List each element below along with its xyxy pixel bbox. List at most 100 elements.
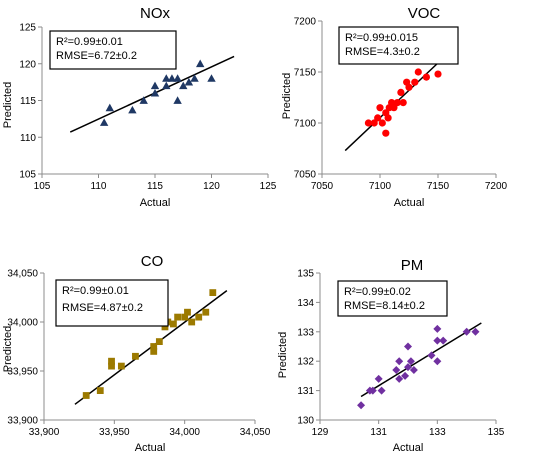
nox-y-tick-label: 110: [20, 133, 36, 144]
nox-xlabel: Actual: [140, 197, 171, 209]
co-stats-box: [55, 279, 169, 327]
pm-stats-box: [337, 280, 448, 317]
pm-y-tick-label: 135: [297, 269, 314, 280]
voc-point: [397, 88, 405, 96]
pm-title: PM: [401, 257, 424, 274]
voc-point: [364, 119, 372, 127]
co-xlabel: Actual: [135, 442, 166, 454]
pm-x-tick-label: 135: [488, 427, 505, 438]
co-x-tick-label: 34,000: [169, 427, 200, 438]
pm-y-tick-label: 133: [297, 327, 314, 338]
co-point: [108, 357, 115, 365]
co-point: [155, 338, 163, 345]
voc-x-tick-label: 7150: [427, 181, 450, 192]
pm-point: [374, 374, 383, 383]
co-y-tick-label: 34,050: [7, 269, 38, 280]
nox-stats-line: R²=0.99±0.01: [56, 36, 123, 48]
pm-stats-line: RMSE=8.14±0.2: [344, 300, 425, 312]
pm-point: [395, 374, 404, 383]
voc-x-tick-label: 7200: [485, 181, 508, 192]
pm-ylabel: Predicted: [277, 332, 289, 378]
nox-point: [167, 74, 177, 82]
pm-y-tick-label: 132: [297, 357, 314, 368]
nox-x-tick-label: 120: [203, 181, 220, 192]
voc-xlabel: Actual: [394, 197, 425, 209]
pm-point: [404, 342, 412, 351]
pm-point: [427, 351, 436, 360]
co-point: [117, 362, 125, 370]
voc-y-tick-label: 7200: [294, 17, 317, 28]
pm-point: [392, 366, 401, 375]
co-point: [150, 348, 158, 355]
nox-point: [207, 74, 216, 82]
co-point: [209, 289, 217, 296]
co-x-tick-label: 33,900: [29, 427, 60, 438]
co-stats-line: RMSE=4.87±0.2: [62, 302, 143, 314]
nox-point: [173, 74, 182, 82]
voc-point: [422, 73, 430, 81]
nox-ylabel: Predicted: [2, 82, 14, 128]
voc-y-tick-label: 7050: [294, 170, 317, 181]
voc-panel: VOC Actual Predicted 7050 7100 7150 7200 705…: [281, 5, 508, 209]
co-x-tick-label: 33,950: [99, 427, 130, 438]
pm-point: [401, 371, 410, 380]
nox-y-tick-label: 115: [20, 96, 36, 107]
nox-point: [99, 118, 109, 126]
pm-point: [409, 366, 418, 375]
voc-stats-line: R²=0.99±0.015: [345, 32, 418, 44]
pm-y-tick-label: 130: [297, 416, 314, 427]
pm-x-tick-label: 129: [312, 427, 329, 438]
pm-y-tick-label: 131: [297, 386, 314, 397]
voc-title: VOC: [408, 5, 441, 22]
voc-point: [382, 129, 390, 137]
pm-point: [439, 336, 448, 345]
pm-xlabel: Actual: [393, 442, 424, 454]
voc-point: [390, 104, 398, 112]
pm-point: [462, 327, 471, 336]
pm-point: [404, 363, 412, 372]
nox-y-tick-label: 105: [19, 170, 36, 181]
co-point: [202, 308, 210, 316]
pm-point: [433, 336, 442, 345]
voc-point: [399, 99, 407, 107]
voc-point: [393, 99, 401, 107]
nox-point: [150, 81, 160, 90]
co-point: [161, 323, 169, 331]
voc-y-tick-label: 7150: [294, 68, 317, 79]
nox-title: NOx: [140, 5, 171, 22]
nox-y-tick-label: 120: [19, 59, 36, 70]
pm-panel: PM Actual Predicted 129 131 133 135 130 131 13…: [277, 257, 505, 454]
co-panel: CO Actual Predicted 33,900 33,950 34,000 34…: [2, 253, 271, 454]
nox-point: [162, 74, 171, 82]
co-point: [96, 387, 104, 394]
voc-x-tick-label: 7050: [311, 181, 334, 192]
voc-x-tick-label: 7100: [369, 181, 392, 192]
nox-point: [105, 103, 114, 112]
pm-fit-line: [360, 322, 482, 398]
nox-point: [162, 81, 171, 90]
pm-point: [406, 357, 415, 366]
voc-y-tick-label: 7100: [294, 119, 317, 130]
co-y-tick-label: 34,000: [7, 318, 38, 329]
pm-x-tick-label: 133: [429, 427, 446, 438]
voc-point: [384, 114, 392, 122]
voc-stats-line: RMSE=4.3±0.2: [345, 46, 420, 58]
nox-stats-box: [49, 30, 177, 70]
co-title: CO: [141, 253, 164, 270]
pm-point: [471, 327, 480, 336]
nox-x-tick-label: 115: [147, 181, 163, 192]
voc-stats-box: [338, 26, 459, 65]
pm-stats-line: R²=0.99±0.02: [344, 286, 411, 298]
pm-x-tick-label: 131: [370, 427, 387, 438]
co-point: [170, 320, 177, 328]
nox-point: [173, 96, 182, 104]
nox-panel: NOx Actual Predicted 105 110 115 120 125 105 1…: [2, 5, 277, 209]
nox-point: [150, 88, 160, 97]
pm-point: [377, 386, 386, 395]
nox-point: [139, 96, 148, 104]
nox-point: [190, 74, 199, 82]
co-point: [82, 392, 90, 399]
co-point: [108, 362, 115, 370]
co-ylabel: Predicted: [2, 326, 14, 372]
